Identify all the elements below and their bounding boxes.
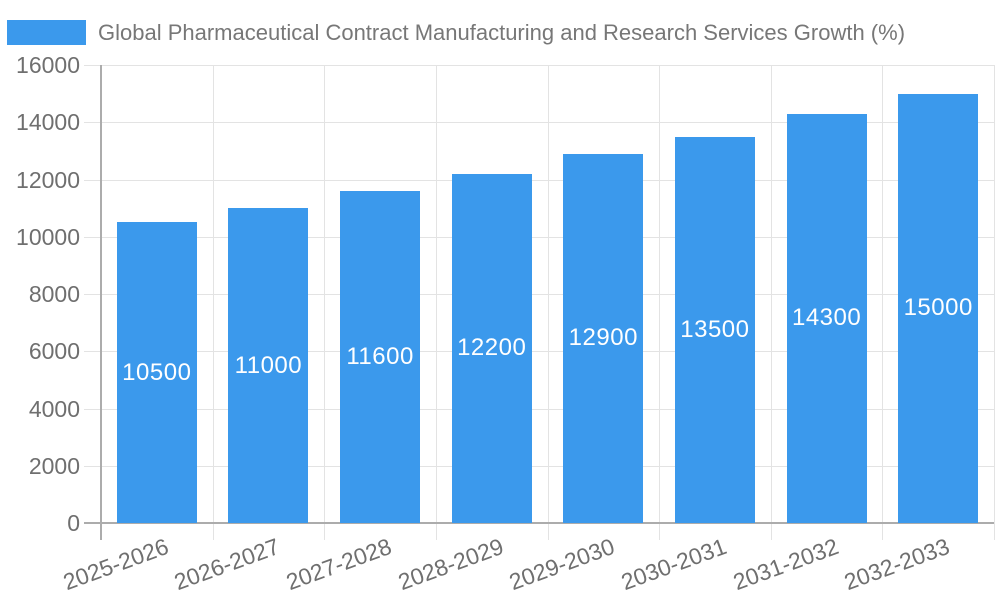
y-tick-label: 8000 — [28, 281, 80, 307]
bar-value-label: 12900 — [568, 324, 638, 352]
y-tick-label: 14000 — [16, 109, 80, 135]
bar-value-label: 13500 — [680, 315, 750, 343]
x-tick-label: 2031-2032 — [729, 533, 842, 596]
gridline-vertical — [213, 65, 214, 523]
gridline-horizontal — [101, 180, 994, 181]
x-tick-label: 2028-2029 — [394, 533, 507, 596]
gridline-vertical — [324, 65, 325, 523]
gridline-horizontal — [101, 351, 994, 352]
bar-2031-2032[interactable]: 14300 — [786, 113, 867, 523]
x-tick-label: 2027-2028 — [282, 533, 396, 596]
x-axis-tick — [882, 523, 883, 540]
y-axis-line — [100, 65, 102, 540]
x-tick-label: 2026-2027 — [171, 533, 284, 596]
y-tick-label: 0 — [67, 510, 80, 536]
gridline-horizontal — [101, 409, 994, 410]
y-tick-label: 6000 — [28, 338, 80, 364]
gridline-horizontal — [101, 65, 994, 66]
x-axis-tick — [436, 523, 437, 540]
x-axis-tick — [213, 523, 214, 540]
y-axis-tick — [84, 180, 101, 181]
bar-value-label: 11600 — [346, 342, 414, 370]
bar-2027-2028[interactable]: 11600 — [340, 190, 421, 523]
x-axis-tick — [324, 523, 325, 540]
y-tick-label: 16000 — [16, 52, 80, 78]
y-axis-tick — [84, 122, 101, 123]
bar-2026-2027[interactable]: 11000 — [228, 208, 309, 523]
x-axis-tick — [659, 523, 660, 540]
y-axis-tick — [84, 294, 101, 295]
x-axis-tick — [771, 523, 772, 540]
gridline-vertical — [994, 65, 995, 523]
bar-2025-2026[interactable]: 10500 — [116, 222, 197, 523]
y-tick-label: 2000 — [28, 453, 80, 479]
x-tick-label: 2032-2033 — [840, 533, 954, 596]
bar-value-label: 14300 — [791, 304, 862, 332]
y-axis-tick — [84, 237, 101, 238]
x-axis-tick — [548, 523, 549, 540]
y-tick-label: 12000 — [16, 167, 80, 193]
x-tick-label: 2025-2026 — [59, 533, 172, 596]
y-axis-tick — [84, 409, 101, 410]
bar-2032-2033[interactable]: 15000 — [898, 93, 979, 523]
gridline-horizontal — [101, 122, 994, 123]
gridline-horizontal — [101, 294, 994, 295]
bar-value-label: 12200 — [457, 334, 527, 362]
bar-2028-2029[interactable]: 12200 — [451, 173, 532, 523]
y-axis-tick — [84, 351, 101, 352]
x-tick-label: 2029-2030 — [505, 533, 619, 596]
y-tick-label: 4000 — [28, 396, 80, 422]
x-axis-line — [84, 522, 994, 524]
y-tick-label: 10000 — [16, 224, 80, 250]
bar-2030-2031[interactable]: 13500 — [674, 136, 755, 523]
gridline-vertical — [882, 65, 883, 523]
gridline-vertical — [548, 65, 549, 523]
gridline-vertical — [771, 65, 772, 523]
gridline-horizontal — [101, 466, 994, 467]
bar-value-label: 11000 — [234, 351, 303, 379]
bar-value-label: 15000 — [903, 294, 973, 322]
chart-title: Global Pharmaceutical Contract Manufactu… — [98, 20, 906, 45]
y-axis-tick — [84, 466, 101, 467]
legend-swatch[interactable] — [7, 20, 86, 45]
bar-2029-2030[interactable]: 12900 — [563, 153, 644, 523]
x-tick-label: 2030-2031 — [617, 533, 730, 596]
x-axis-tick — [994, 523, 995, 540]
bar-value-label: 10500 — [122, 358, 192, 386]
gridline-vertical — [659, 65, 660, 523]
y-axis-tick — [84, 65, 101, 66]
gridline-vertical — [436, 65, 437, 523]
gridline-horizontal — [101, 237, 994, 238]
